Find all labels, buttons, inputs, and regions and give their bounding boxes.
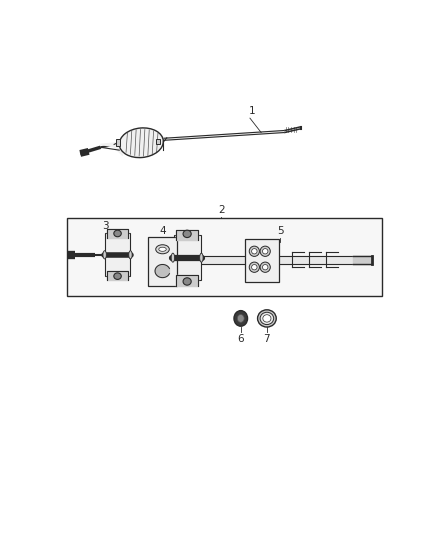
Ellipse shape (183, 230, 191, 238)
Polygon shape (176, 275, 198, 286)
Polygon shape (176, 230, 198, 240)
Ellipse shape (249, 262, 259, 272)
Ellipse shape (258, 310, 276, 327)
Text: 6: 6 (237, 334, 244, 344)
Text: 2: 2 (218, 205, 224, 215)
Text: 7: 7 (264, 334, 270, 344)
Polygon shape (164, 131, 285, 140)
Ellipse shape (200, 253, 203, 262)
Bar (245, 239, 279, 282)
Ellipse shape (129, 251, 132, 259)
Text: 5: 5 (277, 227, 284, 236)
Ellipse shape (260, 312, 274, 325)
Polygon shape (285, 127, 301, 133)
Bar (105, 233, 131, 276)
Polygon shape (101, 143, 123, 156)
Ellipse shape (103, 251, 106, 259)
Ellipse shape (183, 278, 191, 285)
Bar (173, 235, 201, 280)
Ellipse shape (262, 248, 268, 254)
Bar (67, 218, 382, 296)
Bar (156, 139, 160, 144)
Ellipse shape (119, 128, 163, 158)
Ellipse shape (159, 247, 166, 252)
Ellipse shape (260, 246, 270, 256)
Ellipse shape (156, 245, 170, 254)
Ellipse shape (262, 264, 268, 270)
Ellipse shape (114, 273, 121, 279)
Ellipse shape (237, 314, 244, 322)
Ellipse shape (263, 314, 271, 322)
Ellipse shape (234, 311, 247, 326)
Polygon shape (353, 256, 372, 264)
Bar (148, 237, 177, 286)
Ellipse shape (171, 253, 175, 262)
Bar (116, 140, 120, 146)
Ellipse shape (260, 262, 270, 272)
Text: 4: 4 (159, 225, 166, 236)
Text: 3: 3 (102, 221, 109, 231)
Polygon shape (155, 264, 170, 278)
Polygon shape (107, 271, 128, 280)
Polygon shape (200, 256, 371, 264)
Ellipse shape (251, 248, 257, 254)
Text: 1: 1 (248, 107, 255, 117)
Polygon shape (107, 229, 128, 238)
Ellipse shape (251, 264, 257, 270)
Ellipse shape (249, 246, 259, 256)
Ellipse shape (114, 230, 121, 237)
